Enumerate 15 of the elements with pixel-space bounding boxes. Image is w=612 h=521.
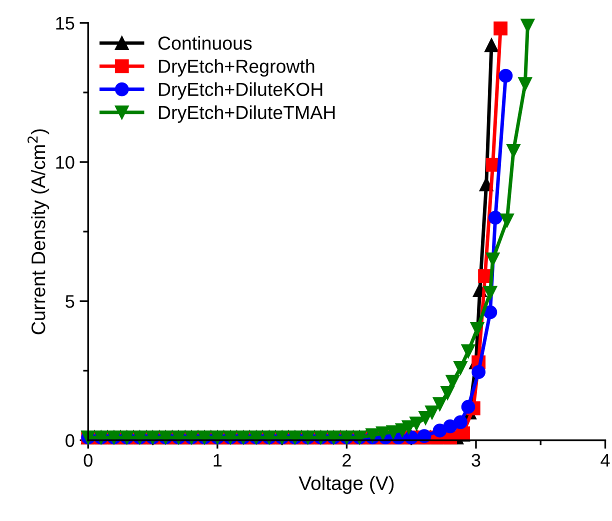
x-tick-label: 4 (600, 454, 610, 467)
x-tick-label: 1 (214, 454, 222, 467)
y-tick-label: 15 (56, 17, 74, 30)
x-tick-label: 0 (84, 454, 92, 467)
y-axis-title: Current Density (A/cm$^{2}$) (28, 129, 50, 334)
legend-label: DryEtch+Regrowth (159, 59, 314, 77)
y-tick-label: 0 (66, 434, 74, 447)
legend-label: DryEtch+DiluteTMAH (159, 105, 335, 123)
legend-label: Continuous (158, 36, 252, 50)
x-tick-label: 2 (342, 454, 351, 467)
y-tick-label: 10 (56, 156, 74, 169)
x-axis-title: Voltage (V) (298, 476, 394, 494)
y-tick-label: 5 (66, 295, 74, 308)
legend-label: DryEtch+DiluteKOH (159, 82, 322, 100)
x-tick-label: 3 (472, 454, 480, 467)
